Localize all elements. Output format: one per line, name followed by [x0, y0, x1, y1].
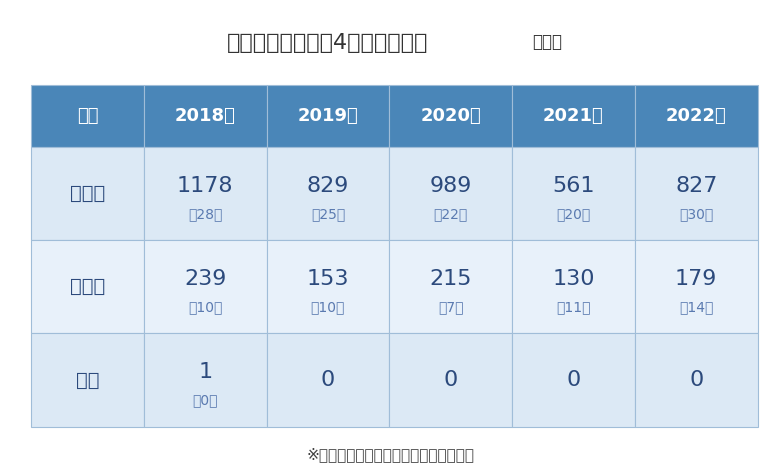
- Text: （7）: （7）: [438, 300, 463, 314]
- Text: 2021年: 2021年: [543, 107, 604, 125]
- Bar: [266, 333, 389, 427]
- Bar: [144, 147, 266, 240]
- Text: （0）: （0）: [192, 393, 218, 408]
- Bar: [144, 240, 266, 333]
- Text: 0: 0: [321, 370, 335, 390]
- Text: ※（　）内の数値は死亡の内数を示す。: ※（ ）内の数値は死亡の内数を示す。: [306, 447, 475, 463]
- Text: 区分: 区分: [77, 107, 98, 125]
- Bar: [512, 240, 635, 333]
- Text: （10）: （10）: [311, 300, 345, 314]
- Bar: [31, 147, 144, 240]
- Bar: [389, 333, 512, 427]
- Text: 当社: 当社: [76, 371, 99, 390]
- Text: 2018年: 2018年: [175, 107, 236, 125]
- Text: 建設業: 建設業: [70, 277, 105, 296]
- Text: 215: 215: [430, 269, 472, 289]
- Text: 827: 827: [675, 176, 718, 196]
- Text: 0: 0: [444, 370, 458, 390]
- Bar: [389, 85, 512, 147]
- Bar: [144, 85, 266, 147]
- Text: （10）: （10）: [188, 300, 223, 314]
- Text: （14）: （14）: [679, 300, 713, 314]
- Text: 2019年: 2019年: [298, 107, 358, 125]
- Text: （11）: （11）: [556, 300, 590, 314]
- Bar: [266, 147, 389, 240]
- Bar: [31, 85, 144, 147]
- Text: 239: 239: [184, 269, 226, 289]
- Text: （20）: （20）: [556, 207, 590, 221]
- Text: （人）: （人）: [532, 33, 562, 51]
- Text: 130: 130: [552, 269, 594, 289]
- Bar: [144, 333, 266, 427]
- Text: 0: 0: [689, 370, 704, 390]
- Bar: [635, 240, 758, 333]
- Text: 1178: 1178: [177, 176, 234, 196]
- Text: （22）: （22）: [433, 207, 468, 221]
- Bar: [635, 85, 758, 147]
- Text: 989: 989: [430, 176, 472, 196]
- Text: 0: 0: [566, 370, 580, 390]
- Bar: [389, 240, 512, 333]
- Bar: [31, 333, 144, 427]
- Bar: [389, 147, 512, 240]
- Text: 2022年: 2022年: [666, 107, 726, 125]
- Text: （25）: （25）: [311, 207, 345, 221]
- Bar: [512, 85, 635, 147]
- Bar: [635, 333, 758, 427]
- Text: 829: 829: [307, 176, 349, 196]
- Text: 561: 561: [552, 176, 594, 196]
- Text: 全産業: 全産業: [70, 184, 105, 203]
- Text: 熱中症による休業4日以上の推移: 熱中症による休業4日以上の推移: [227, 33, 429, 53]
- Bar: [635, 147, 758, 240]
- Bar: [266, 85, 389, 147]
- Bar: [266, 240, 389, 333]
- Text: 153: 153: [307, 269, 349, 289]
- Text: 2020年: 2020年: [420, 107, 481, 125]
- Bar: [512, 147, 635, 240]
- Bar: [512, 333, 635, 427]
- Text: 1: 1: [198, 363, 212, 383]
- Text: （28）: （28）: [188, 207, 223, 221]
- Bar: [31, 240, 144, 333]
- Text: 179: 179: [675, 269, 718, 289]
- Text: （30）: （30）: [679, 207, 713, 221]
